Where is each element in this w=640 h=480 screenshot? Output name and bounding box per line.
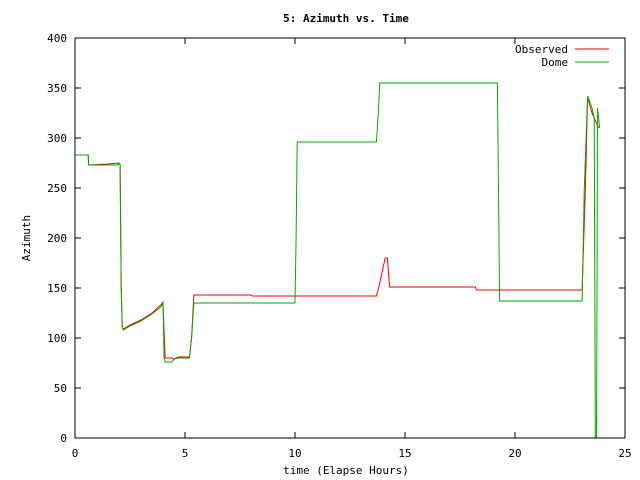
y-axis-label: Azimuth <box>20 215 33 261</box>
y-tick-label: 300 <box>47 132 67 145</box>
series-line-observed <box>75 97 600 360</box>
x-axis: 0 5 10 15 20 25 <box>72 38 632 460</box>
y-tick-label: 350 <box>47 82 67 95</box>
y-tick-label: 50 <box>54 382 67 395</box>
x-tick-label: 15 <box>398 447 411 460</box>
legend-label: Observed <box>515 43 568 56</box>
series-group <box>75 82 601 439</box>
x-tick-label: 20 <box>508 447 521 460</box>
x-tick-label: 25 <box>618 447 631 460</box>
x-tick-label: 5 <box>182 447 189 460</box>
y-tick-label: 100 <box>47 332 67 345</box>
x-tick-label: 0 <box>72 447 79 460</box>
x-tick-label: 10 <box>288 447 301 460</box>
y-tick-label: 150 <box>47 282 67 295</box>
x-axis-label: time (Elapse Hours) <box>283 464 409 477</box>
chart-title: 5: Azimuth vs. Time <box>283 12 409 25</box>
series-line-dome <box>75 82 601 439</box>
legend-label: Dome <box>542 56 569 69</box>
y-axis: 0 50 100 150 200 250 300 350 400 <box>47 32 625 445</box>
y-tick-label: 0 <box>60 432 67 445</box>
y-tick-label: 250 <box>47 182 67 195</box>
plot-frame <box>74 37 626 439</box>
y-tick-label: 200 <box>47 232 67 245</box>
y-tick-label: 400 <box>47 32 67 45</box>
